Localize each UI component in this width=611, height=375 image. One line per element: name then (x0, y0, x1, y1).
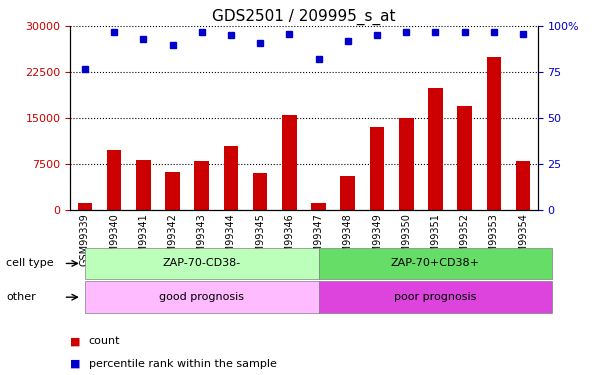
Bar (370, 128, 384, 210)
Text: good prognosis: good prognosis (159, 292, 244, 302)
Text: ZAP-70-CD38-: ZAP-70-CD38- (163, 258, 241, 268)
Text: ZAP-70+CD38+: ZAP-70+CD38+ (391, 258, 480, 268)
Bar (282, 115, 297, 210)
Text: count: count (89, 336, 120, 346)
Bar (165, 172, 180, 210)
Bar (340, 176, 355, 210)
Text: ■: ■ (70, 359, 81, 369)
Bar (136, 160, 150, 210)
Bar (516, 161, 530, 210)
Bar (458, 106, 472, 210)
Bar (253, 173, 268, 210)
Text: percentile rank within the sample: percentile rank within the sample (89, 359, 276, 369)
Bar (486, 57, 501, 210)
Text: cell type: cell type (6, 258, 54, 268)
Bar (311, 202, 326, 210)
Bar (399, 118, 414, 210)
Text: other: other (6, 292, 36, 302)
Title: GDS2501 / 209995_s_at: GDS2501 / 209995_s_at (212, 9, 396, 25)
Bar (194, 161, 209, 210)
Bar (107, 150, 122, 210)
Bar (78, 202, 92, 210)
Text: poor prognosis: poor prognosis (394, 292, 477, 302)
Bar (428, 87, 443, 210)
Bar (224, 146, 238, 210)
Text: ■: ■ (70, 336, 81, 346)
